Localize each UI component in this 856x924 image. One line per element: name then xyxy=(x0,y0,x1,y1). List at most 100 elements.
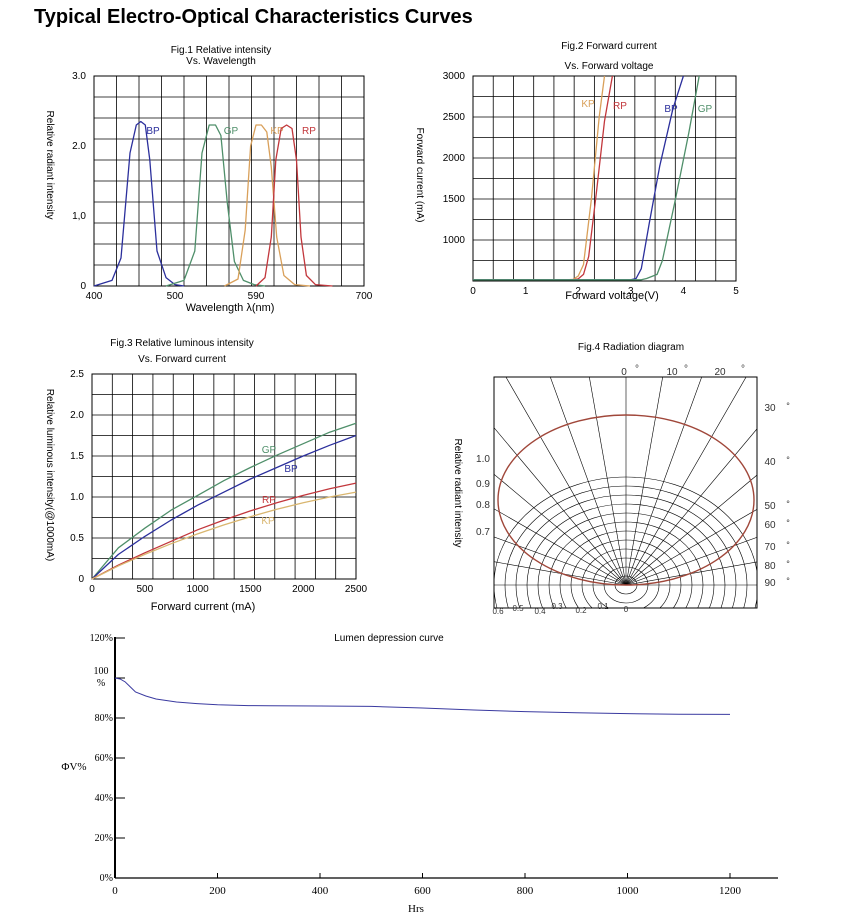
fig3-xtick-label: 2000 xyxy=(292,584,315,595)
fig4-degree-mark: ° xyxy=(786,401,790,411)
fig1-series-line-bp xyxy=(93,120,185,287)
fig4-angle-label-right: 80 xyxy=(764,561,776,572)
fig5-series-line xyxy=(114,677,731,715)
fig4-grid xyxy=(493,376,758,609)
fig3-xtick-label: 1000 xyxy=(186,584,209,595)
fig4-grid-spoke xyxy=(589,377,627,586)
fig4-radial-label-bottom: 0.4 xyxy=(534,607,546,616)
fig2-xtick-label: 5 xyxy=(733,286,739,297)
fig5-title: Lumen depression curve xyxy=(334,633,444,644)
fig5-ytick-label: 0% xyxy=(100,873,113,884)
fig3-series-line-kp xyxy=(91,491,357,580)
fig2-ytick-label: 3000 xyxy=(443,71,466,82)
fig3-ytick-label: 0.5 xyxy=(70,533,84,544)
fig4-ylabel: Relative radiant intensity xyxy=(452,439,463,548)
fig4-radial-label-left: 0.9 xyxy=(476,479,490,490)
fig5-xtick-label: 200 xyxy=(209,885,226,897)
fig4-radial-label-left: 1.0 xyxy=(476,454,490,465)
fig4-grid-spoke xyxy=(625,377,703,586)
fig4-radial-label-bottom: 0.3 xyxy=(551,602,563,611)
fig3-ylabel: Relative luminous intensity(@1000mA) xyxy=(44,389,55,561)
fig4-grid-spoke xyxy=(494,473,627,586)
fig1-ticks: 400 500 590 700 0 1,0 2.0 3.0 xyxy=(72,71,373,302)
fig2-ytick-label: 1000 xyxy=(443,235,466,246)
fig4-angle-label-top: ° xyxy=(684,364,688,375)
fig4-radial-label-bottom: 0.5 xyxy=(512,604,524,613)
fig4-grid-spoke xyxy=(625,561,757,586)
fig1-xtick-label: 400 xyxy=(86,291,103,302)
fig3-ytick-label: 0 xyxy=(78,574,84,585)
fig3-title: Fig.3 Relative luminous intensity xyxy=(110,338,253,349)
fig4-radial-label-bottom: 0.2 xyxy=(575,606,587,615)
fig2-title: Fig.2 Forward current xyxy=(561,41,657,52)
fig1-series-line-kp xyxy=(224,124,311,287)
fig4-angle-label-top: 20 xyxy=(714,367,726,378)
fig3-series-label-gp: GP xyxy=(262,445,277,456)
fig5-xtick-label: 1200 xyxy=(719,885,742,897)
fig1-series: BP GP KP RP xyxy=(93,120,333,287)
fig2-series-label-kp: KP xyxy=(581,99,595,110)
fig2-series-line-gp xyxy=(473,75,700,281)
fig1-series-label-bp: BP xyxy=(146,126,160,137)
page-title: Typical Electro-Optical Characteristics … xyxy=(34,6,473,28)
fig5-xtick-label: 800 xyxy=(517,885,534,897)
fig4-angle-label-top: 0 xyxy=(621,367,627,378)
fig2-subtitle: Vs. Forward voltage xyxy=(565,61,654,72)
fig4-radial-label-left: 0.7 xyxy=(476,527,490,538)
fig2-series-line-bp xyxy=(473,75,685,281)
fig3-series-label-bp: BP xyxy=(284,464,298,475)
fig2-ytick-label: 2500 xyxy=(443,112,466,123)
fig1-series-label-gp: GP xyxy=(224,126,239,137)
fig4-angle-label-right: 90 xyxy=(764,578,776,589)
fig2-ylabel: Forward current (mA) xyxy=(414,127,425,222)
fig5-ytick-label: % xyxy=(97,678,105,689)
fig4-angle-label-top: ° xyxy=(635,364,639,375)
fig4-angle-label-right: 50 xyxy=(764,501,776,512)
fig4-grid-spoke xyxy=(494,427,627,586)
fig1-chart: Fig.1 Relative intensity Vs. Wavelength … xyxy=(44,45,373,314)
fig5-ylabel: ΦV% xyxy=(61,761,86,773)
fig2-ytick-label: 1500 xyxy=(443,194,466,205)
fig3-xtick-label: 0 xyxy=(89,584,95,595)
fig5-axes xyxy=(114,637,778,879)
fig4-degree-mark: ° xyxy=(786,559,790,569)
fig4-radiation-diagram: Fig.4 Radiation diagram Relative radiant… xyxy=(452,342,790,616)
fig4-grid-spoke xyxy=(505,377,627,586)
fig2-xtick-label: 2 xyxy=(575,286,581,297)
fig3-ticks: 0 500 1000 1500 2000 2500 0 0.5 1.0 1.5 2.0 2.5 xyxy=(70,369,367,595)
fig1-ytick-label: 3.0 xyxy=(72,71,86,82)
fig1-ytick-label: 1,0 xyxy=(72,211,86,222)
fig4-grid-spoke xyxy=(625,537,757,586)
fig4-grid-spoke xyxy=(494,508,627,586)
fig1-ylabel: Relative radiant intensity xyxy=(44,111,55,220)
fig4-radial-label-bottom: 0.1 xyxy=(597,602,609,611)
fig4-angle-label-top: 10 xyxy=(666,367,678,378)
fig4-radial-label-bottom: 0.6 xyxy=(492,607,504,616)
fig4-degree-mark: ° xyxy=(786,518,790,528)
fig4-title: Fig.4 Radiation diagram xyxy=(578,342,684,353)
fig2-xtick-label: 3 xyxy=(628,286,634,297)
fig4-angle-label-right: 40 xyxy=(764,457,776,468)
fig3-ytick-label: 2.0 xyxy=(70,410,84,421)
fig4-grid-spoke xyxy=(494,561,627,586)
fig5-series xyxy=(114,677,731,715)
fig4-radial-label-left: 0.8 xyxy=(476,500,490,511)
fig1-series-line-gp xyxy=(165,124,266,287)
fig3-ytick-label: 2.5 xyxy=(70,369,84,380)
fig4-grid-spoke xyxy=(549,377,627,586)
fig3-series-line-gp xyxy=(91,422,357,580)
fig2-xtick-label: 1 xyxy=(523,286,529,297)
fig3-series-line-rp xyxy=(91,482,357,580)
fig5-ytick-label: 40% xyxy=(95,793,113,804)
fig4-grid-spoke xyxy=(625,377,747,586)
fig3-xtick-label: 500 xyxy=(136,584,153,595)
fig5-xtick-label: 1000 xyxy=(617,885,640,897)
fig4-labels: 0 ° 10 ° 20 ° 30 ° 40 ° 50 ° 60 ° 70 ° 80 ° 90 ° 1.0 0.9 0.8 0.… xyxy=(476,364,790,616)
fig2-ytick-label: 2000 xyxy=(443,153,466,164)
fig1-xtick-label: 700 xyxy=(356,291,373,302)
fig2-chart: Fig.2 Forward current Vs. Forward voltag… xyxy=(414,41,739,302)
fig5-ticks: 0% 20% 40% 60% 80% 100% 120% 0 200 400 600 800 1000 1… xyxy=(90,633,742,897)
fig4-angle-label-right: 70 xyxy=(764,542,776,553)
fig3-xtick-label: 1500 xyxy=(239,584,262,595)
